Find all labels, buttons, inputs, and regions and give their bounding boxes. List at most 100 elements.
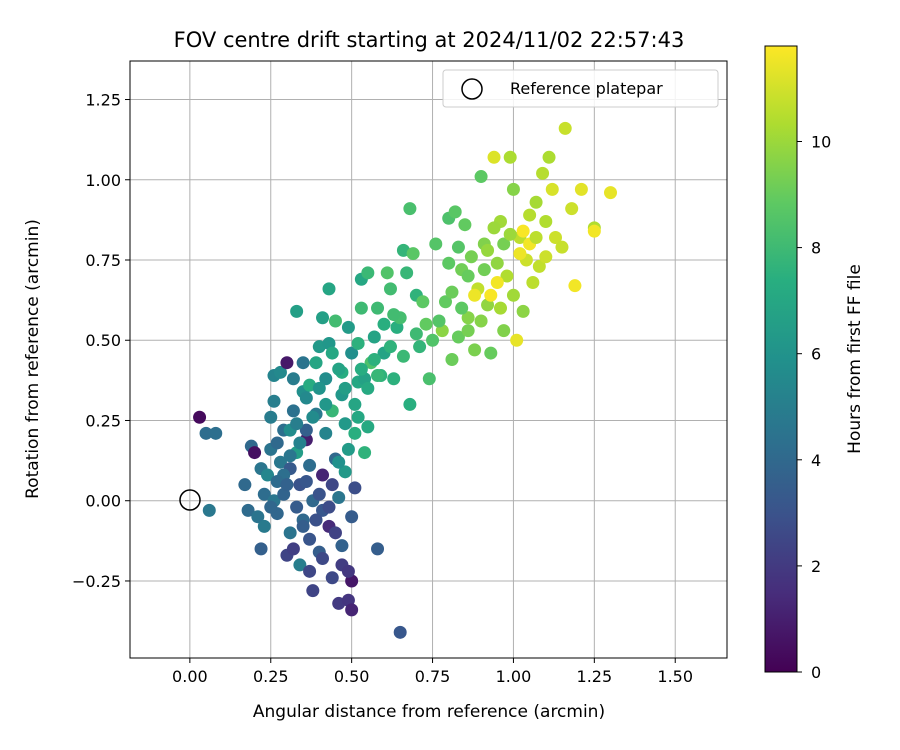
data-point	[316, 468, 330, 482]
data-point	[409, 327, 423, 341]
data-point	[286, 404, 300, 418]
data-point	[442, 256, 456, 270]
data-point	[299, 423, 313, 437]
x-tick-label: 0.50	[334, 667, 370, 686]
data-point	[474, 170, 488, 184]
grid	[130, 61, 727, 658]
y-tick-label: 0.25	[85, 411, 121, 430]
data-point	[361, 381, 375, 395]
legend: Reference platepar	[442, 69, 719, 108]
data-point	[264, 500, 278, 514]
data-point	[257, 519, 271, 533]
data-point	[332, 455, 346, 469]
data-point	[406, 247, 420, 261]
data-point	[506, 288, 520, 302]
data-point	[542, 150, 556, 164]
x-tick-label: 0.00	[172, 667, 208, 686]
data-point	[477, 263, 491, 277]
data-point	[558, 121, 572, 135]
legend-label: Reference platepar	[510, 79, 663, 98]
data-point	[351, 410, 365, 424]
data-point	[500, 269, 514, 283]
data-point	[529, 195, 543, 209]
data-point	[328, 526, 342, 540]
data-point	[345, 346, 359, 360]
colorbar-gradient	[764, 45, 798, 673]
data-point	[293, 558, 307, 572]
x-tick-label: 0.75	[415, 667, 451, 686]
data-point	[312, 487, 326, 501]
data-point	[461, 324, 475, 338]
x-tick-label: 1.00	[496, 667, 532, 686]
legend-marker-icon	[461, 78, 483, 100]
data-point	[367, 353, 381, 366]
data-point	[264, 410, 278, 424]
data-point	[348, 397, 362, 411]
y-tick-label: 0.75	[85, 251, 121, 270]
data-point	[335, 539, 349, 553]
data-point	[303, 458, 317, 472]
data-point	[341, 320, 355, 334]
data-point	[516, 304, 530, 318]
data-point	[461, 311, 475, 325]
x-axis-label: Angular distance from reference (arcmin)	[253, 702, 605, 722]
data-point	[513, 247, 527, 261]
reference-platepar-marker	[179, 489, 201, 511]
data-point	[351, 336, 365, 350]
chart-title: FOV centre drift starting at 2024/11/02 …	[174, 28, 685, 52]
y-tick-label: 0.50	[85, 331, 121, 350]
data-point	[348, 426, 362, 440]
data-point	[429, 237, 443, 251]
data-point	[286, 372, 300, 386]
data-point	[193, 410, 207, 424]
data-point	[270, 436, 284, 450]
data-point	[286, 542, 300, 556]
data-point	[238, 478, 252, 492]
legend-box	[442, 69, 719, 108]
data-point	[348, 481, 362, 495]
data-point	[526, 275, 540, 289]
data-point	[487, 221, 501, 235]
data-point	[506, 182, 520, 196]
data-point	[306, 584, 320, 598]
data-point	[309, 513, 323, 527]
data-point	[209, 426, 223, 440]
data-point	[487, 150, 501, 164]
data-point	[484, 288, 498, 302]
data-point	[319, 426, 333, 440]
data-point	[396, 349, 410, 363]
data-point	[316, 552, 330, 565]
data-point	[306, 410, 320, 424]
data-point	[316, 311, 330, 325]
data-point	[341, 442, 355, 456]
data-point	[432, 314, 446, 328]
data-point	[345, 510, 359, 524]
data-point	[325, 346, 339, 360]
data-point	[383, 282, 397, 296]
data-point	[371, 301, 385, 315]
data-point	[568, 279, 582, 293]
data-point	[325, 478, 339, 492]
colorbar-tick-label: 10	[811, 132, 831, 151]
data-point	[474, 314, 488, 328]
data-point	[565, 202, 579, 216]
data-point	[254, 542, 268, 556]
x-tick-label: 1.50	[657, 667, 693, 686]
data-point	[322, 500, 336, 514]
data-point	[341, 564, 355, 578]
data-point	[493, 301, 507, 315]
data-point	[555, 240, 569, 254]
data-point	[371, 369, 385, 383]
data-point	[290, 417, 304, 431]
data-point	[199, 426, 213, 440]
y-tick-label: 1.25	[85, 91, 121, 110]
data-point	[361, 266, 375, 280]
data-point	[319, 397, 333, 411]
data-point	[490, 275, 504, 289]
data-point	[536, 166, 550, 180]
data-point	[468, 343, 482, 357]
data-point	[438, 295, 452, 309]
data-point	[604, 186, 618, 200]
data-point	[403, 397, 417, 411]
